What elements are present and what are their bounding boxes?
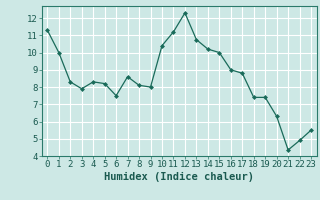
X-axis label: Humidex (Indice chaleur): Humidex (Indice chaleur) xyxy=(104,172,254,182)
